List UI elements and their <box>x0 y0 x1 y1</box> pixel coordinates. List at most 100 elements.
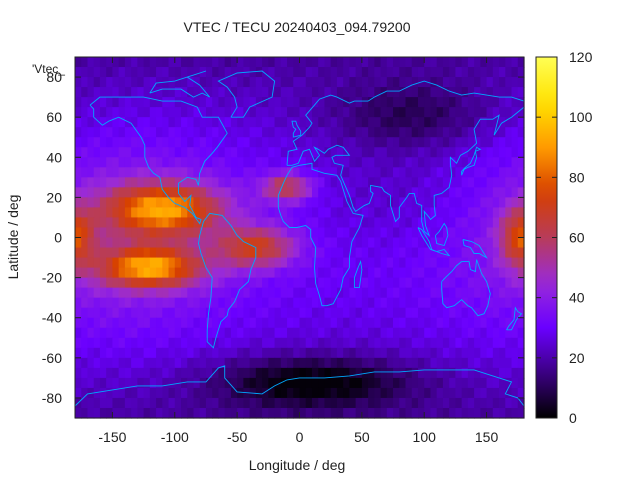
heatmap-cell <box>99 157 107 168</box>
heatmap-cell <box>156 387 163 399</box>
heatmap-cell <box>131 107 138 118</box>
heatmap-cell <box>511 237 519 249</box>
heatmap-cell <box>311 57 319 68</box>
heatmap-cell <box>193 227 201 239</box>
heatmap-cell <box>492 217 500 229</box>
heatmap-cell <box>181 297 188 309</box>
heatmap-cell <box>193 137 201 148</box>
heatmap-cell <box>318 327 326 339</box>
heatmap-cell <box>405 167 413 178</box>
heatmap-cell <box>467 307 475 319</box>
heatmap-cell <box>224 77 232 88</box>
heatmap-cell <box>249 107 257 118</box>
heatmap-cell <box>411 397 419 409</box>
heatmap-cell <box>287 137 294 148</box>
heatmap-cell <box>99 207 107 219</box>
heatmap-cell <box>461 257 469 269</box>
heatmap-cell <box>287 247 294 259</box>
heatmap-cell <box>336 357 344 369</box>
heatmap-cell <box>237 137 244 148</box>
heatmap-cell <box>124 107 132 118</box>
heatmap-cell <box>467 327 475 339</box>
heatmap-cell <box>411 197 419 209</box>
heatmap-cell <box>99 137 107 148</box>
heatmap-cell <box>399 377 407 389</box>
heatmap-cell <box>499 327 506 339</box>
heatmap-cell <box>106 377 114 389</box>
heatmap-cell <box>505 177 513 188</box>
heatmap-cell <box>517 237 525 249</box>
heatmap-cell <box>318 77 326 88</box>
coastline-asia-south <box>287 106 525 237</box>
heatmap-cell <box>374 297 382 309</box>
heatmap-cell <box>193 247 201 259</box>
heatmap-cell <box>156 337 163 349</box>
heatmap-cell <box>442 117 450 128</box>
heatmap-cell <box>174 87 182 98</box>
heatmap-cell <box>355 387 363 399</box>
heatmap-cell <box>361 147 369 158</box>
heatmap-cell <box>517 67 525 78</box>
heatmap-cell <box>393 107 400 118</box>
heatmap-cell <box>517 97 525 108</box>
heatmap-cell <box>75 327 82 339</box>
heatmap-cell <box>87 317 95 329</box>
heatmap-cell <box>399 387 407 399</box>
heatmap-cell <box>336 277 344 289</box>
heatmap-cell <box>430 217 438 229</box>
heatmap-cell <box>162 87 170 98</box>
heatmap-cell <box>467 267 475 279</box>
y-tick-label: 0 <box>54 230 62 246</box>
heatmap-cell <box>75 377 82 389</box>
heatmap-cell <box>461 267 469 279</box>
heatmap-cell <box>499 287 506 299</box>
heatmap-cell <box>230 247 238 259</box>
heatmap-cell <box>511 267 519 279</box>
heatmap-cell <box>293 247 301 259</box>
heatmap-cell <box>274 257 282 269</box>
heatmap-cell <box>205 407 213 419</box>
heatmap-cell <box>486 397 494 409</box>
heatmap-cell <box>75 207 82 219</box>
heatmap-cell <box>380 397 388 409</box>
heatmap-cell <box>237 117 244 128</box>
heatmap-cell <box>436 367 444 379</box>
heatmap-cell <box>355 157 363 168</box>
heatmap-cell <box>505 307 513 319</box>
heatmap-cell <box>393 127 400 138</box>
heatmap-cell <box>293 327 301 339</box>
heatmap-cell <box>87 357 95 369</box>
heatmap-cell <box>274 277 282 289</box>
heatmap-cell <box>224 207 232 219</box>
heatmap-cell <box>436 387 444 399</box>
heatmap-cell <box>511 127 519 138</box>
heatmap-cell <box>156 347 163 359</box>
heatmap-cell <box>449 137 457 148</box>
heatmap-cell <box>311 77 319 88</box>
heatmap-cell <box>230 97 238 108</box>
heatmap-cell <box>124 147 132 158</box>
heatmap-cell <box>361 127 369 138</box>
heatmap-cell <box>461 277 469 289</box>
heatmap-cell <box>218 327 226 339</box>
heatmap-cell <box>399 137 407 148</box>
heatmap-cell <box>405 87 413 98</box>
heatmap-cell <box>243 127 251 138</box>
heatmap-cell <box>505 187 513 198</box>
heatmap-cell <box>187 317 195 329</box>
heatmap-cell <box>324 377 332 389</box>
heatmap-cell <box>449 367 457 379</box>
heatmap-cell <box>187 137 195 148</box>
heatmap-cell <box>262 127 269 138</box>
heatmap-cell <box>93 237 101 249</box>
heatmap-cell <box>293 277 301 289</box>
heatmap-cell <box>280 127 288 138</box>
heatmap-cell <box>187 387 195 399</box>
heatmap-cell <box>505 207 513 219</box>
heatmap-cell <box>324 327 332 339</box>
heatmap-cell <box>305 197 313 209</box>
heatmap-cell <box>474 317 481 329</box>
heatmap-cell <box>149 377 157 389</box>
heatmap-cell <box>137 127 145 138</box>
heatmap-cell <box>299 357 307 369</box>
